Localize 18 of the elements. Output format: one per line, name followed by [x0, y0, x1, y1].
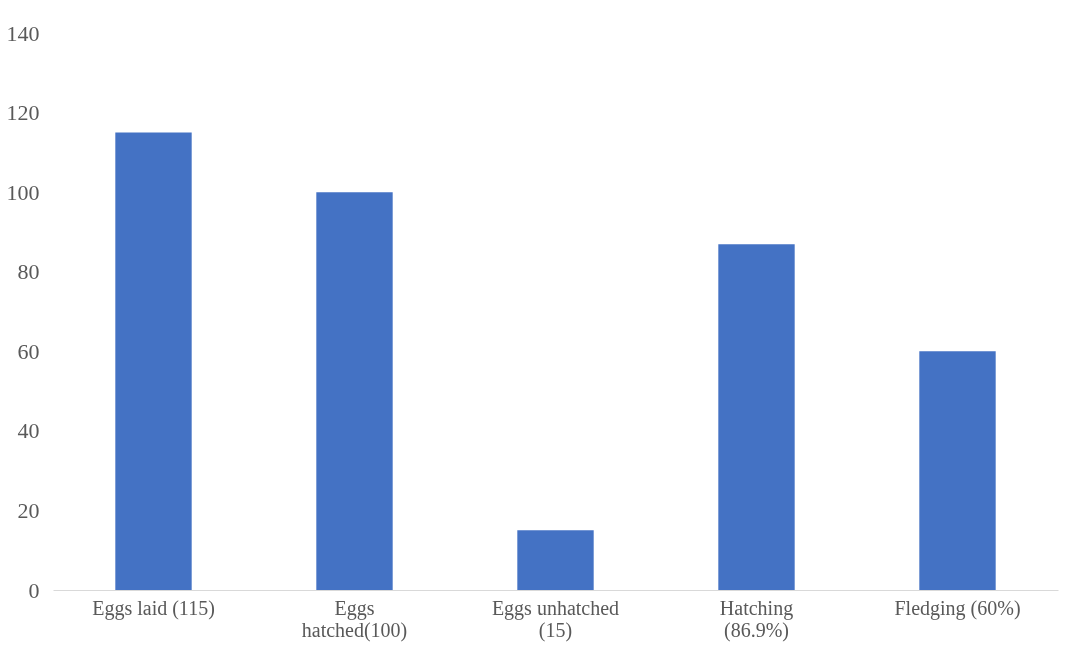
y-tick-label: 0: [28, 577, 40, 603]
x-tick-label: Fledging (60%): [894, 596, 1021, 620]
bar: [718, 244, 795, 590]
bar: [115, 132, 192, 590]
x-tick-label: Eggs laid (115): [92, 596, 215, 620]
y-tick-label: 60: [17, 338, 40, 364]
y-tick-label: 20: [17, 497, 40, 523]
x-tick-label: Eggs unhatched (15): [491, 596, 620, 642]
bar: [517, 530, 594, 590]
bar: [919, 351, 996, 590]
y-tick-label: 80: [17, 259, 40, 285]
y-tick-label: 140: [6, 20, 40, 46]
y-tick-label: 120: [6, 100, 40, 126]
bar: [316, 192, 393, 590]
x-tick-label: Hatching (86.9%): [719, 596, 794, 642]
y-tick-label: 100: [6, 179, 40, 205]
x-tick-label: Eggs hatched(100): [301, 596, 408, 642]
y-tick-label: 40: [17, 418, 40, 444]
